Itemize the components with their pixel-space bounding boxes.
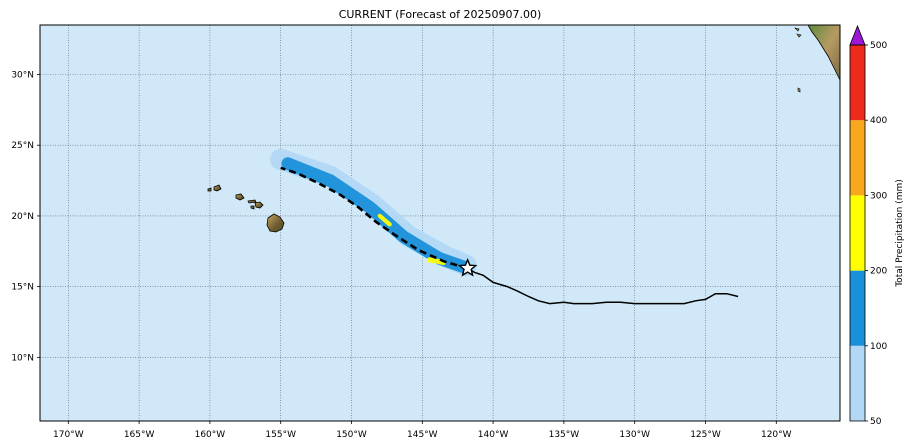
coastal-island <box>794 27 802 38</box>
island-oahu <box>235 193 245 201</box>
lat-tick-label: 10°N <box>11 353 34 363</box>
lon-tick-label: 125°W <box>690 430 721 440</box>
map-frame <box>39 24 841 422</box>
island-lanai <box>250 205 255 210</box>
lat-tick-label: 20°N <box>11 212 34 222</box>
colorbar-segment <box>850 195 865 271</box>
lon-tick-label: 150°W <box>336 430 367 440</box>
colorbar-tick-label: 500 <box>870 41 887 51</box>
graticule <box>40 25 840 421</box>
colorbar-tick-label: 100 <box>870 342 887 352</box>
colorbar-segment <box>850 45 865 121</box>
lon-tick-label: 145°W <box>407 430 438 440</box>
lon-tick-label: 120°W <box>761 430 792 440</box>
precip-band-200-300 <box>377 213 392 227</box>
lon-tick-label: 130°W <box>619 430 650 440</box>
lat-tick-label: 30°N <box>11 71 34 81</box>
baja-island <box>797 87 801 93</box>
colorbar-extend-triangle <box>849 24 866 46</box>
colorbar-tick-label: 400 <box>870 116 887 126</box>
island-kauai <box>213 184 222 192</box>
island-niihau <box>207 187 212 192</box>
longitude-ticks: 170°W 165°W 160°W 155°W 150°W 145°W 140°W 135°W… <box>53 421 792 440</box>
lon-tick-label: 165°W <box>124 430 155 440</box>
colorbar-tick-label: 300 <box>870 191 887 201</box>
colorbar-tick-label: 200 <box>870 267 887 277</box>
island-big-island <box>266 213 285 233</box>
lon-tick-label: 155°W <box>265 430 296 440</box>
colorbar-label: Total Precipitation (mm) <box>895 179 905 288</box>
lon-tick-label: 170°W <box>53 430 84 440</box>
colorbar-segment <box>850 120 865 196</box>
north-america-coast <box>807 25 840 81</box>
forecast-track-line <box>280 166 468 270</box>
lat-tick-label: 25°N <box>11 141 34 151</box>
colorbar-segment <box>850 345 865 421</box>
precip-band-200-300 <box>426 257 446 266</box>
colorbar-tick-label: 50 <box>870 417 882 427</box>
land-layer <box>794 25 840 93</box>
lon-tick-label: 135°W <box>549 430 580 440</box>
lon-tick-label: 140°W <box>478 430 509 440</box>
island-maui <box>254 201 264 209</box>
latitude-ticks: 10°N 15°N 20°N 25°N 30°N <box>11 71 40 363</box>
storm-track <box>280 166 739 305</box>
ocean-background <box>40 25 840 421</box>
lat-tick-label: 15°N <box>11 283 34 293</box>
current-position-star-icon <box>457 257 478 277</box>
observed-track-line <box>467 267 739 305</box>
colorbar: 50 100 200 300 400 500 Total Precipitation (mm… <box>849 24 905 427</box>
island-molokai <box>247 199 257 204</box>
hawaiian-islands <box>207 184 285 233</box>
colorbar-frame <box>849 44 866 422</box>
colorbar-segment <box>850 270 865 346</box>
lon-tick-label: 160°W <box>195 430 226 440</box>
map-title: CURRENT (Forecast of 20250907.00) <box>339 8 542 21</box>
